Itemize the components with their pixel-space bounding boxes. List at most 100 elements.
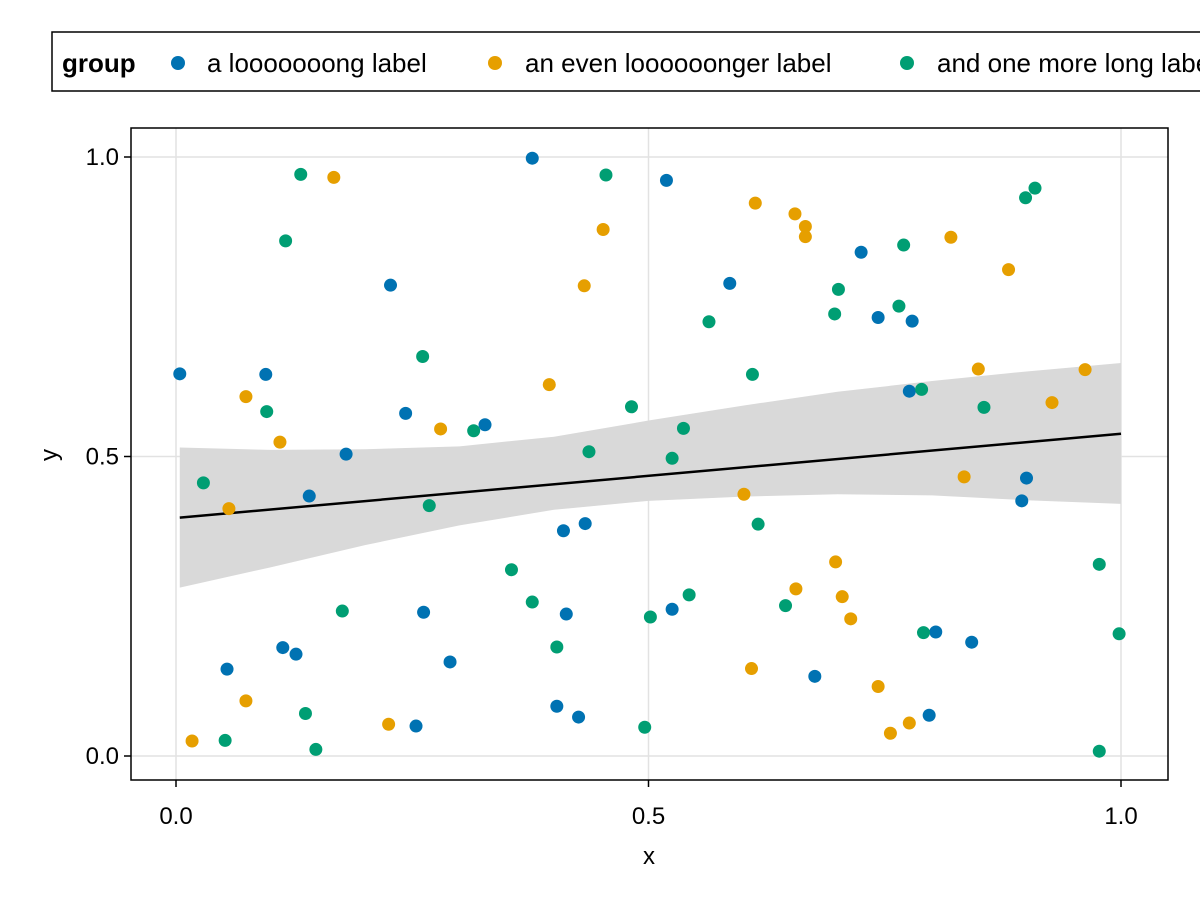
legend-marker-0 <box>171 56 185 70</box>
data-point-series-0 <box>723 276 737 290</box>
data-point-series-1 <box>789 582 803 596</box>
data-point-series-2 <box>525 595 539 609</box>
data-point-series-0 <box>854 245 868 259</box>
data-point-series-2 <box>665 451 679 465</box>
data-point-series-2 <box>916 626 930 640</box>
data-point-series-1 <box>185 734 199 748</box>
data-point-series-2 <box>467 424 481 438</box>
data-point-series-2 <box>218 733 232 747</box>
data-point-series-2 <box>751 517 765 531</box>
data-point-series-1 <box>745 662 759 676</box>
data-point-series-2 <box>638 720 652 734</box>
data-point-series-1 <box>382 717 396 731</box>
data-point-series-0 <box>556 524 570 538</box>
data-point-series-1 <box>239 694 253 708</box>
data-point-series-2 <box>1092 744 1106 758</box>
data-point-series-1 <box>883 726 897 740</box>
data-point-series-1 <box>577 279 591 293</box>
data-point-series-0 <box>559 607 573 621</box>
data-point-series-1 <box>835 590 849 604</box>
points-layer <box>173 151 1126 758</box>
data-point-series-1 <box>222 502 236 516</box>
data-point-series-1 <box>737 487 751 501</box>
data-point-series-0 <box>302 489 316 503</box>
data-point-series-2 <box>1019 191 1033 205</box>
data-point-series-0 <box>443 655 457 669</box>
data-point-series-1 <box>844 612 858 626</box>
data-point-series-2 <box>196 476 210 490</box>
data-point-series-0 <box>929 625 943 639</box>
data-point-series-2 <box>682 588 696 602</box>
data-point-series-2 <box>745 367 759 381</box>
data-point-series-1 <box>829 555 843 569</box>
legend-frame <box>51 31 1200 92</box>
data-point-series-1 <box>798 230 812 244</box>
data-point-series-2 <box>1092 557 1106 571</box>
data-point-series-0 <box>871 311 885 325</box>
data-point-series-0 <box>659 173 673 187</box>
data-point-series-0 <box>665 602 679 616</box>
data-point-series-2 <box>624 400 638 414</box>
data-point-series-1 <box>871 680 885 694</box>
data-point-series-2 <box>298 706 312 720</box>
data-point-series-1 <box>798 219 812 233</box>
data-point-series-2 <box>416 349 430 363</box>
x-tick-label: 0.5 <box>632 803 665 830</box>
data-point-series-1 <box>944 230 958 244</box>
data-point-series-0 <box>417 605 431 619</box>
data-point-series-1 <box>902 716 916 730</box>
data-point-series-2 <box>279 234 293 248</box>
data-point-series-0 <box>902 384 916 398</box>
data-point-series-1 <box>239 390 253 404</box>
regression-line-layer <box>179 432 1122 519</box>
data-point-series-0 <box>1015 494 1029 508</box>
x-tick-label: 1.0 <box>1104 803 1137 830</box>
y-tick-label: 1.0 <box>86 144 119 171</box>
data-point-series-1 <box>434 422 448 436</box>
data-point-series-0 <box>399 406 413 420</box>
data-point-series-1 <box>971 362 985 376</box>
legend-label-1: an even loooooonger label <box>525 48 831 78</box>
data-point-series-0 <box>550 699 564 713</box>
data-point-series-0 <box>409 719 423 733</box>
data-point-series-1 <box>542 378 556 392</box>
plot-frame <box>130 127 1169 781</box>
data-point-series-2 <box>309 742 323 756</box>
data-point-series-0 <box>220 662 234 676</box>
data-point-series-2 <box>676 421 690 435</box>
data-point-series-1 <box>1078 363 1092 377</box>
data-point-series-0 <box>578 517 592 531</box>
legend-marker-2 <box>900 56 914 70</box>
data-point-series-2 <box>504 563 518 577</box>
data-point-series-2 <box>260 405 274 419</box>
data-point-series-2 <box>977 400 991 414</box>
data-point-series-2 <box>582 445 596 459</box>
data-point-series-2 <box>831 282 845 296</box>
legend-marker-1 <box>488 56 502 70</box>
data-point-series-2 <box>550 640 564 654</box>
data-point-series-0 <box>339 447 353 461</box>
data-point-series-1 <box>327 170 341 184</box>
data-point-series-1 <box>788 207 802 221</box>
data-point-series-2 <box>294 167 308 181</box>
data-point-series-1 <box>273 435 287 449</box>
data-point-series-1 <box>1002 263 1016 277</box>
data-point-series-1 <box>748 196 762 210</box>
data-point-series-2 <box>702 315 716 329</box>
x-axis-label: x <box>643 843 655 870</box>
plot-area: 0.0 0.5 1.0 0.0 0.5 1.0 <box>86 127 1169 830</box>
data-point-series-0 <box>384 278 398 292</box>
data-point-series-0 <box>1020 471 1033 485</box>
data-point-series-0 <box>276 641 290 655</box>
data-point-series-2 <box>1112 627 1126 641</box>
data-point-series-2 <box>828 307 842 321</box>
data-point-series-0 <box>922 708 936 722</box>
data-point-series-1 <box>1045 396 1059 410</box>
data-point-series-0 <box>259 367 273 381</box>
data-point-series-0 <box>808 669 822 683</box>
legend-label-0: a looooooong label <box>207 48 427 78</box>
data-point-series-2 <box>599 168 613 182</box>
y-tick-label: 0.5 <box>86 444 119 471</box>
data-point-series-0 <box>525 151 539 165</box>
